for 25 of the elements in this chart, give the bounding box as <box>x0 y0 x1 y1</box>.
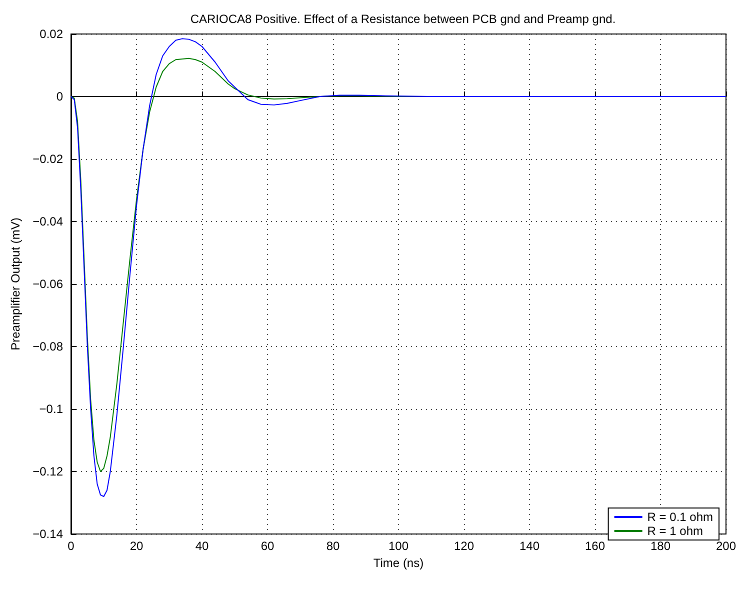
x-tick-label: 40 <box>195 539 209 553</box>
legend-label: R = 0.1 ohm <box>647 510 714 524</box>
y-tick-label: −0.14 <box>32 527 64 541</box>
y-tick-label: −0.04 <box>32 214 64 228</box>
y-tick-label: −0.12 <box>32 464 64 478</box>
x-tick-label: 140 <box>519 539 540 553</box>
legend-label: R = 1 ohm <box>647 524 703 538</box>
chart-title: CARIOCA8 Positive. Effect of a Resistance between PCB gnd and Preamp gnd. <box>190 12 616 26</box>
x-axis-title: Time (ns) <box>373 556 424 570</box>
x-tick-label: 200 <box>716 539 736 553</box>
x-tick-label: 120 <box>454 539 474 553</box>
y-tick-label: −0.06 <box>32 277 64 291</box>
x-tick-label: 160 <box>584 539 606 553</box>
x-tick-label: 180 <box>650 539 671 553</box>
x-tick-label: 60 <box>260 539 274 553</box>
x-tick-label: 20 <box>130 539 144 553</box>
y-tick-label: 0 <box>56 90 64 104</box>
x-tick-label: 80 <box>326 539 340 553</box>
y-tick-label: −0.08 <box>32 340 64 354</box>
y-tick-label: 0.02 <box>40 27 64 41</box>
y-tick-label: −0.1 <box>39 402 64 416</box>
y-axis-title: Preamplifier Output (mV) <box>8 218 23 350</box>
y-tick-label: −0.02 <box>32 152 64 166</box>
x-tick-label: 0 <box>68 539 75 553</box>
x-tick-label: 100 <box>388 539 409 553</box>
